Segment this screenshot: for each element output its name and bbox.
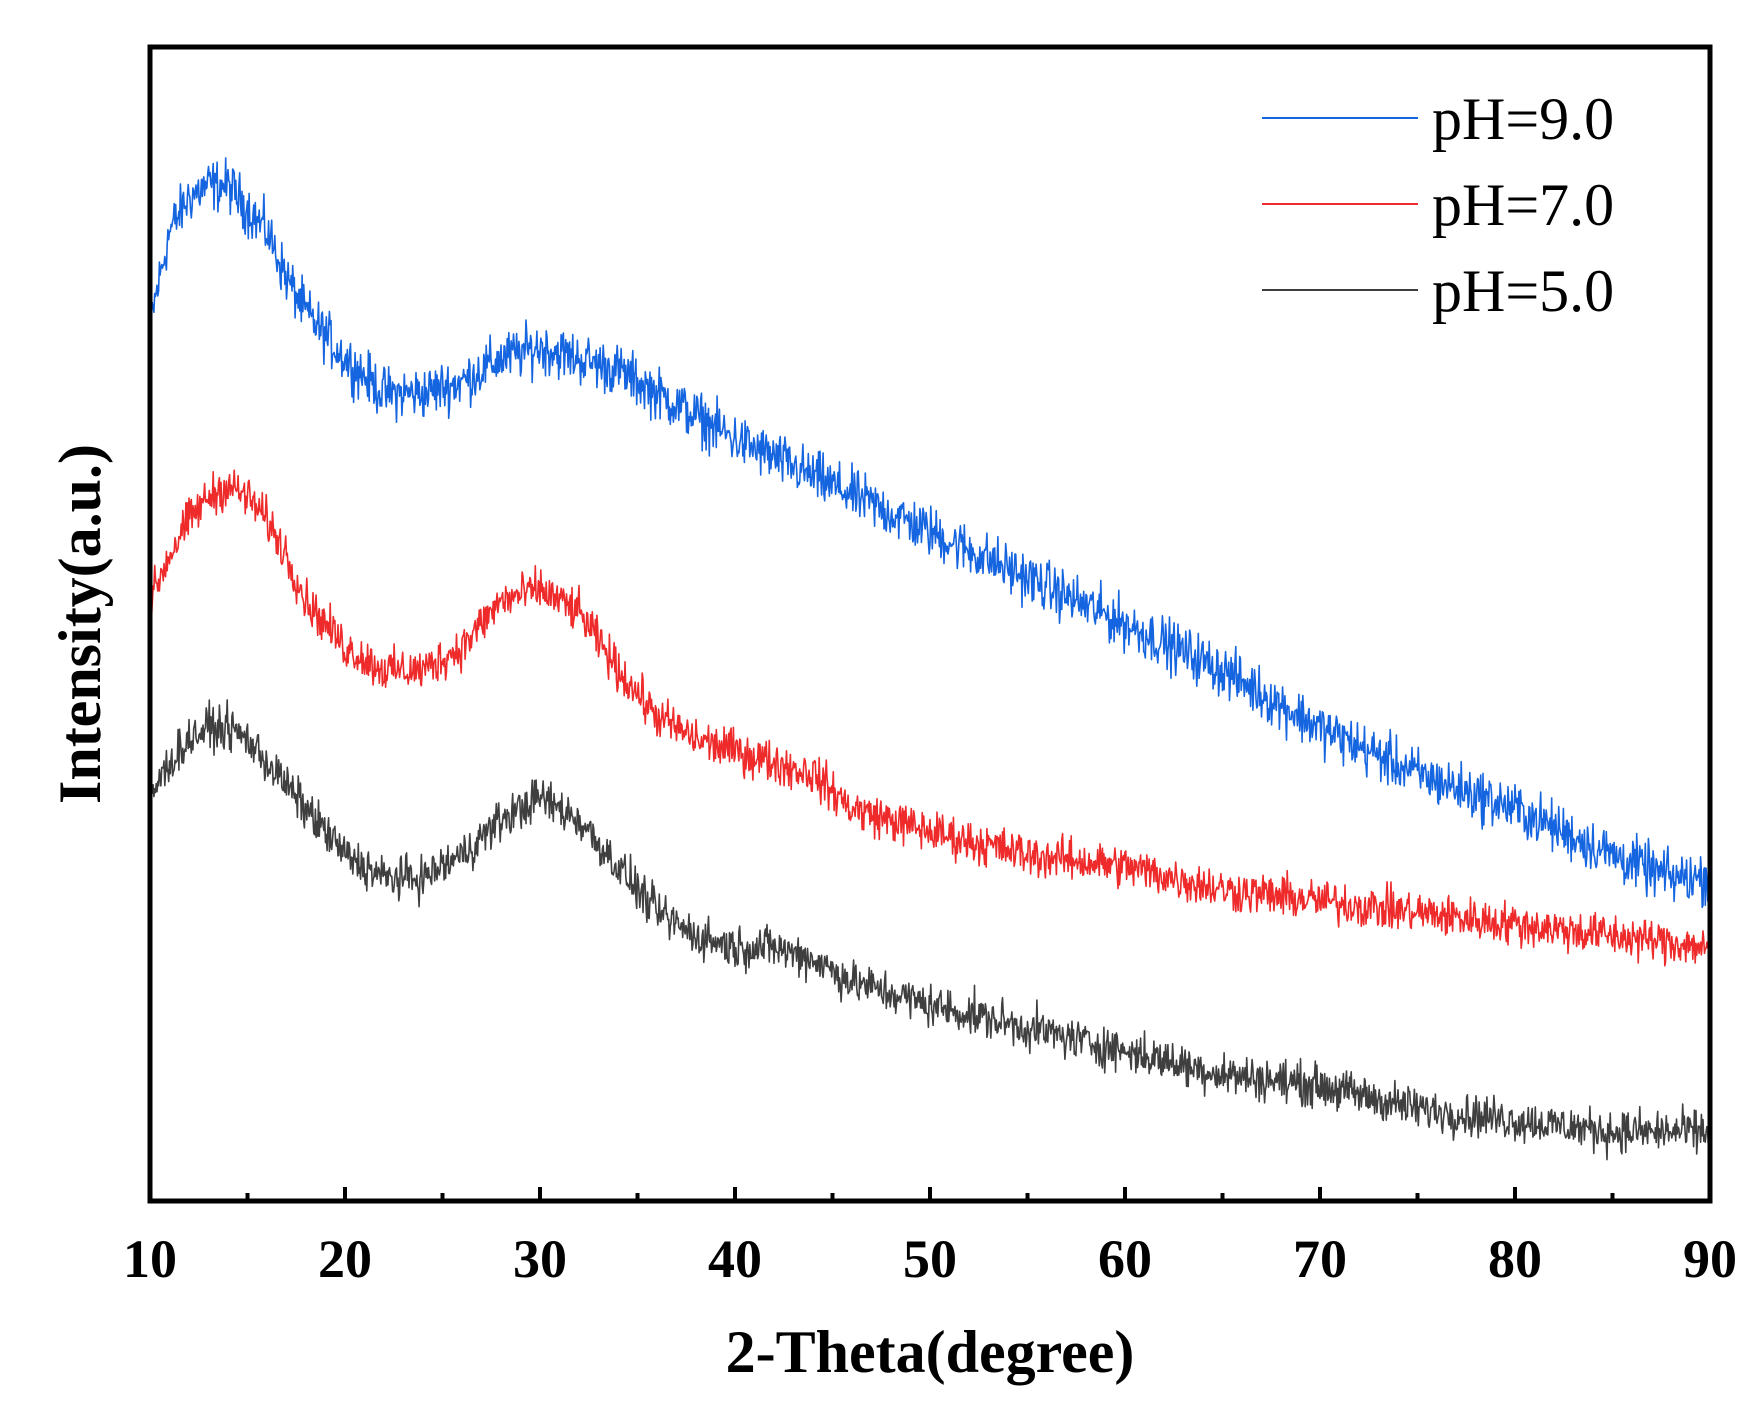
x-tick-label: 30	[513, 1229, 567, 1289]
legend-label-3: pH=5.0	[1432, 258, 1614, 324]
series-line-2	[149, 469, 1711, 967]
legend-label-1: pH=9.0	[1432, 86, 1614, 152]
x-tick-label: 10	[123, 1229, 177, 1289]
x-tick-label: 80	[1488, 1229, 1542, 1289]
y-axis-title: Intensity(a.u.)	[47, 444, 113, 804]
x-tick-label: 40	[708, 1229, 762, 1289]
legend: pH=9.0 pH=7.0 pH=5.0	[1262, 86, 1614, 324]
x-tick-label: 60	[1098, 1229, 1152, 1289]
x-tick-label: 90	[1683, 1229, 1737, 1289]
series-layer	[149, 157, 1711, 1161]
series-line-3	[149, 699, 1711, 1161]
x-tick-label: 50	[903, 1229, 957, 1289]
series-line-1	[149, 157, 1711, 909]
x-axis-title: 2-Theta(degree)	[726, 1319, 1135, 1385]
x-tick-label: 70	[1293, 1229, 1347, 1289]
x-tick-label: 20	[318, 1229, 372, 1289]
legend-label-2: pH=7.0	[1432, 172, 1614, 238]
x-axis: 10 20 30 40 50 60 70 80 90	[123, 1187, 1737, 1289]
